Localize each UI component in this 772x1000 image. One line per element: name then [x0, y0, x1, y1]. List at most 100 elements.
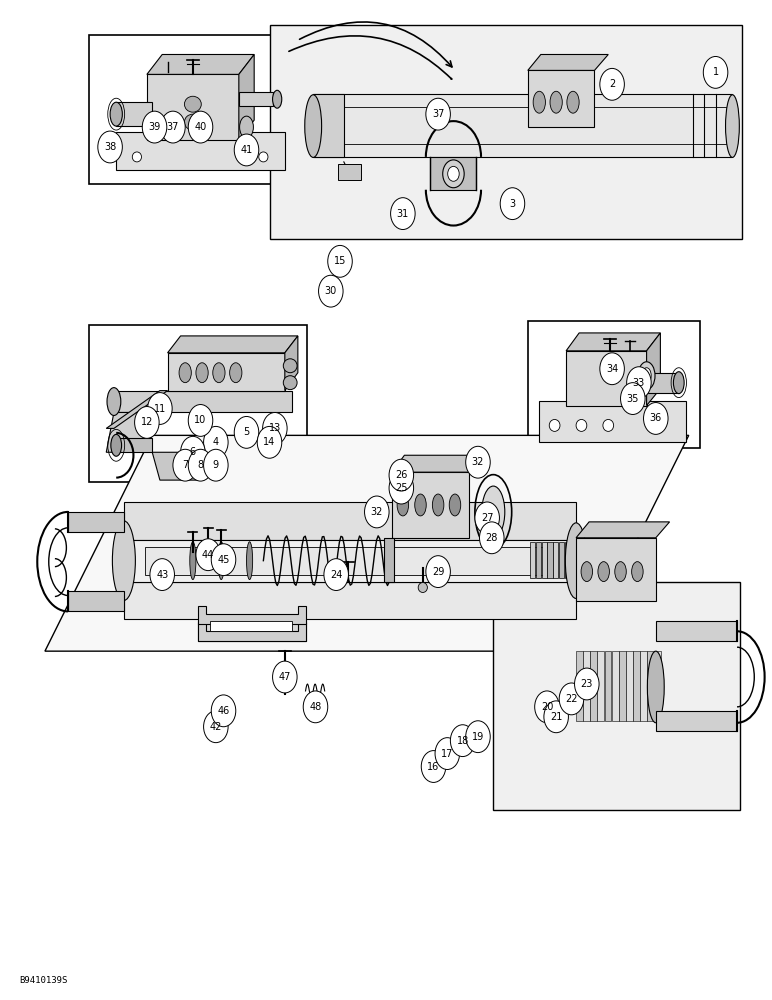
Text: 26: 26	[395, 470, 408, 480]
Ellipse shape	[218, 542, 225, 580]
Ellipse shape	[448, 166, 459, 181]
Circle shape	[364, 496, 389, 528]
Polygon shape	[640, 651, 647, 721]
Text: 18: 18	[456, 736, 469, 746]
Polygon shape	[576, 538, 655, 601]
Text: 23: 23	[581, 679, 593, 689]
Polygon shape	[198, 621, 306, 641]
Circle shape	[466, 446, 490, 478]
Circle shape	[303, 691, 328, 723]
Text: 28: 28	[486, 533, 498, 543]
Polygon shape	[338, 164, 361, 180]
Text: 40: 40	[195, 122, 207, 132]
Text: 32: 32	[472, 457, 484, 467]
Text: 43: 43	[156, 570, 168, 580]
Polygon shape	[626, 651, 633, 721]
Text: 9: 9	[213, 460, 219, 470]
Circle shape	[426, 556, 450, 588]
Circle shape	[389, 459, 414, 491]
Text: 1: 1	[713, 67, 719, 77]
Text: 22: 22	[565, 694, 577, 704]
Ellipse shape	[229, 363, 242, 383]
Ellipse shape	[107, 388, 120, 415]
Text: 29: 29	[432, 567, 445, 577]
Polygon shape	[536, 542, 541, 578]
Ellipse shape	[432, 494, 444, 516]
Circle shape	[600, 68, 625, 100]
Circle shape	[212, 695, 235, 727]
Polygon shape	[117, 132, 285, 170]
FancyArrowPatch shape	[289, 36, 452, 79]
Text: 33: 33	[633, 378, 645, 388]
Ellipse shape	[631, 562, 643, 582]
Polygon shape	[493, 582, 740, 810]
Circle shape	[150, 559, 174, 590]
Polygon shape	[611, 651, 618, 721]
Ellipse shape	[196, 363, 208, 383]
Text: 20: 20	[540, 702, 554, 712]
Text: 39: 39	[148, 122, 161, 132]
Circle shape	[324, 559, 348, 590]
Polygon shape	[528, 70, 594, 127]
Circle shape	[621, 383, 645, 414]
Text: 15: 15	[334, 256, 346, 266]
Text: 3: 3	[510, 199, 516, 209]
Polygon shape	[583, 651, 590, 721]
Text: 24: 24	[330, 570, 342, 580]
Text: 45: 45	[218, 555, 230, 565]
Ellipse shape	[132, 152, 141, 162]
Polygon shape	[285, 336, 298, 391]
Bar	[89, 35, 297, 184]
Polygon shape	[564, 542, 570, 578]
Circle shape	[703, 56, 728, 88]
Polygon shape	[68, 512, 124, 532]
Ellipse shape	[179, 363, 191, 383]
Ellipse shape	[581, 562, 593, 582]
Ellipse shape	[305, 95, 322, 157]
Circle shape	[98, 131, 122, 163]
Polygon shape	[647, 333, 660, 406]
Ellipse shape	[239, 116, 253, 138]
Polygon shape	[107, 412, 152, 452]
Polygon shape	[144, 547, 554, 575]
Polygon shape	[147, 54, 254, 74]
Circle shape	[500, 188, 525, 220]
Polygon shape	[198, 606, 306, 624]
Text: 34: 34	[606, 364, 618, 374]
Polygon shape	[598, 651, 604, 721]
Circle shape	[559, 683, 584, 715]
Circle shape	[147, 393, 172, 424]
Circle shape	[196, 539, 221, 571]
Ellipse shape	[567, 91, 579, 113]
Polygon shape	[117, 102, 152, 126]
Text: 7: 7	[182, 460, 188, 470]
Polygon shape	[654, 651, 661, 721]
Polygon shape	[553, 542, 558, 578]
Ellipse shape	[648, 651, 664, 723]
Ellipse shape	[638, 362, 655, 390]
Polygon shape	[107, 391, 168, 428]
Polygon shape	[114, 391, 293, 412]
Polygon shape	[117, 438, 152, 452]
Text: 2: 2	[609, 79, 615, 89]
Circle shape	[204, 711, 228, 743]
Text: 13: 13	[269, 423, 281, 433]
Polygon shape	[528, 54, 608, 70]
Circle shape	[426, 98, 450, 130]
Text: 48: 48	[310, 702, 322, 712]
Polygon shape	[152, 452, 198, 480]
Text: 5: 5	[243, 427, 249, 437]
Circle shape	[544, 701, 568, 733]
Ellipse shape	[482, 486, 505, 538]
Circle shape	[188, 449, 213, 481]
Ellipse shape	[533, 91, 546, 113]
Circle shape	[627, 367, 652, 399]
Text: 35: 35	[627, 394, 639, 404]
Polygon shape	[647, 651, 654, 721]
Text: 11: 11	[154, 404, 166, 414]
Polygon shape	[210, 621, 293, 631]
Polygon shape	[124, 582, 576, 619]
Polygon shape	[542, 542, 547, 578]
Polygon shape	[591, 651, 598, 721]
Polygon shape	[576, 651, 583, 721]
